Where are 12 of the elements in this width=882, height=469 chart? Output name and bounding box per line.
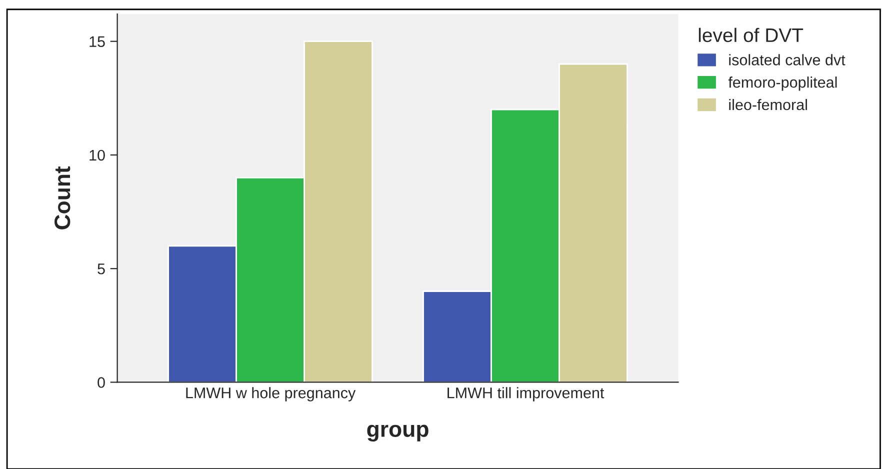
legend-label: femoro-popliteal (728, 76, 837, 91)
x-tick-label: LMWH w hole pregnancy (186, 387, 356, 402)
y-tick-label: 15 (90, 36, 105, 48)
y-tick-label: 5 (98, 264, 105, 274)
legend-label: isolated calve dvt (729, 54, 846, 66)
legend-label: ileo-femoral (729, 98, 807, 110)
y-axis-title: Count (54, 166, 70, 230)
y-tick-label: 0 (98, 377, 105, 388)
x-axis-title: group (367, 424, 428, 442)
legend-title: level of DVT (698, 28, 804, 42)
x-tick-label: LMWH till improvement (448, 387, 604, 402)
y-tick-label: 10 (90, 150, 105, 161)
